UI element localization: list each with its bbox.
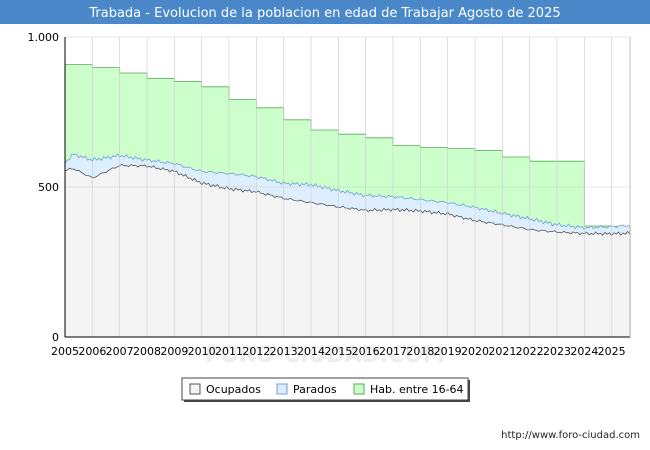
x-tick-label: 2009	[160, 345, 188, 358]
x-tick-label: 2013	[270, 345, 298, 358]
x-tick-label: 2014	[297, 345, 325, 358]
watermark: FORO-CIUDAD.COM	[205, 343, 445, 368]
legend: Ocupados Parados Hab. entre 16-64	[181, 377, 470, 402]
x-tick-label: 2005	[51, 345, 79, 358]
y-tick-label: 1.000	[28, 31, 60, 44]
x-tick-label: 2020	[461, 345, 489, 358]
legend-swatch-hab	[353, 383, 365, 395]
legend-label-parados: Parados	[293, 383, 337, 396]
x-tick-label: 2008	[133, 345, 161, 358]
legend-swatch-ocupados	[189, 383, 201, 395]
title-bar	[0, 0, 650, 24]
series-ocupados-area	[65, 164, 630, 337]
x-tick-label: 2022	[516, 345, 544, 358]
x-tick-label: 2012	[242, 345, 270, 358]
chart-title: Trabada - Evolucion de la poblacion en e…	[88, 6, 560, 21]
legend-label-ocupados: Ocupados	[206, 383, 261, 396]
legend-box	[181, 377, 469, 401]
x-tick-label: 2019	[434, 345, 462, 358]
x-tick-label: 2025	[598, 345, 626, 358]
series-parados-line	[64, 153, 630, 231]
footer-url[interactable]: http://www.foro-ciudad.com	[501, 430, 640, 441]
x-tick-label: 2023	[543, 345, 571, 358]
y-tick-label: 0	[52, 331, 59, 344]
x-tick-label: 2010	[188, 345, 216, 358]
x-tick-label: 2015	[324, 345, 352, 358]
series-ocupados-line	[64, 163, 631, 237]
x-tick-label: 2024	[570, 345, 598, 358]
x-tick-label: 2006	[78, 345, 106, 358]
y-tick-label: 500	[38, 181, 59, 194]
legend-swatch-parados	[276, 383, 288, 395]
x-tick-label: 2007	[106, 345, 134, 358]
x-tick-label: 2021	[488, 345, 516, 358]
legend-label-hab: Hab. entre 16-64	[370, 383, 464, 396]
x-tick-label: 2011	[215, 345, 243, 358]
x-tick-label: 2016	[352, 345, 380, 358]
x-tick-label: 2018	[406, 345, 434, 358]
x-tick-label: 2017	[379, 345, 407, 358]
